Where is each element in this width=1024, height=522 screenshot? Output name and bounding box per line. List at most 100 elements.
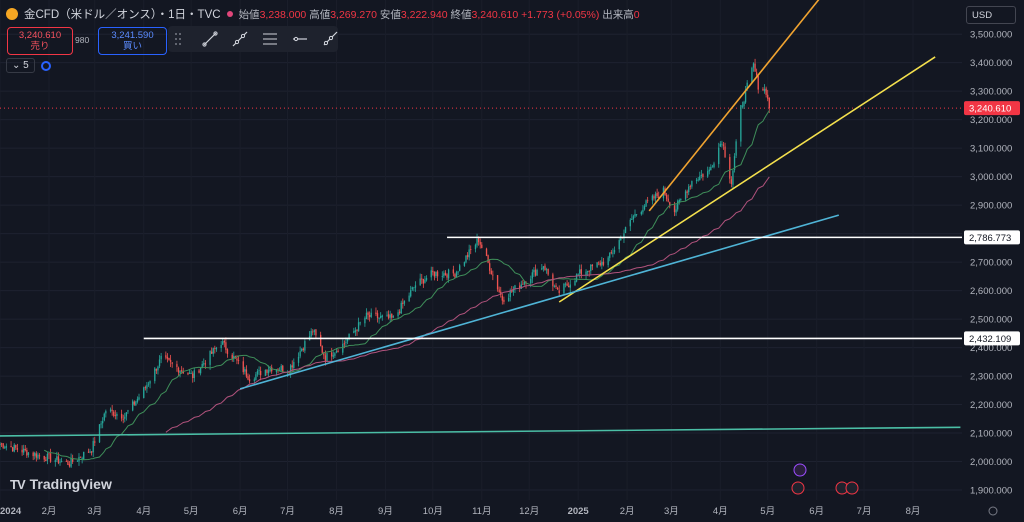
candle <box>536 268 538 276</box>
candle <box>680 198 682 202</box>
candle <box>752 62 755 72</box>
symbol-title[interactable]: 金CFD（米ドル／オンス）・1日・TVC <box>24 9 221 21</box>
candle <box>10 441 12 448</box>
level-price-tag-0-bg <box>964 230 1020 245</box>
price-tick-label: 1,900.000 <box>970 486 1012 497</box>
candle-body <box>618 240 620 250</box>
candle-body <box>111 409 113 411</box>
candle-body <box>534 269 537 276</box>
time-tick-label: 10月 <box>423 506 443 517</box>
extended-line-tool-icon[interactable] <box>232 31 248 47</box>
candle-body <box>436 271 439 277</box>
candle <box>102 417 104 429</box>
candle-body <box>179 370 181 374</box>
candle <box>248 374 251 384</box>
candle-body <box>160 355 162 360</box>
candle <box>547 268 549 276</box>
candle <box>624 226 627 234</box>
candle <box>367 311 369 320</box>
candle <box>512 286 515 296</box>
candle-body <box>511 290 513 292</box>
candle <box>71 454 74 464</box>
candle-body <box>653 196 655 199</box>
time-tick-label: 6月 <box>809 506 824 517</box>
candle-body <box>744 89 747 103</box>
candle-body <box>236 358 238 361</box>
candle <box>103 412 105 422</box>
candle <box>198 369 200 374</box>
sell-button[interactable]: 3,240.610 売り <box>7 27 73 55</box>
candle-body <box>479 241 481 245</box>
candle-body <box>278 369 281 371</box>
candle-body <box>477 238 480 243</box>
candle <box>699 171 701 181</box>
candle-body <box>149 381 151 384</box>
candle <box>414 281 417 292</box>
candle <box>413 287 415 292</box>
horizontal-ray-tool-icon[interactable] <box>292 31 308 47</box>
price-tick-label: 2,000.000 <box>970 457 1012 468</box>
candle-body <box>188 372 191 374</box>
candle-body <box>255 374 257 380</box>
candle <box>378 317 380 324</box>
candle <box>136 396 139 404</box>
ray-tool-icon[interactable] <box>322 31 338 47</box>
candle-body <box>301 349 303 352</box>
candle-body <box>588 270 590 272</box>
candle-body <box>171 362 173 364</box>
candle-body <box>192 373 194 379</box>
sync-icon[interactable] <box>40 60 51 71</box>
candle-body <box>59 461 61 463</box>
candle <box>596 262 598 269</box>
candle <box>492 270 494 281</box>
candle-body <box>212 348 214 354</box>
candle <box>387 310 390 320</box>
candle <box>368 311 371 322</box>
candle-body <box>57 456 60 464</box>
candle <box>424 275 426 284</box>
candle-body <box>259 370 262 376</box>
candle <box>555 283 557 289</box>
candle-body <box>676 201 679 210</box>
candle-body <box>2 443 4 448</box>
candle <box>188 369 191 374</box>
candle <box>719 141 721 147</box>
candle-body <box>620 237 622 241</box>
candle <box>264 369 267 376</box>
parallel-channel-tool-icon[interactable] <box>262 31 278 47</box>
candle-body <box>741 105 744 107</box>
candle-body <box>754 63 756 72</box>
candle-body <box>757 75 759 90</box>
candle-body <box>634 213 636 217</box>
candle-body <box>607 257 609 266</box>
candle-body <box>457 271 459 273</box>
drag-handle-icon[interactable] <box>174 31 188 47</box>
candle <box>364 316 366 327</box>
candle <box>735 139 737 158</box>
candle-body <box>470 249 472 250</box>
tradingview-logo[interactable]: TV TradingView <box>10 476 112 492</box>
candle <box>463 261 466 267</box>
candle-body <box>356 329 358 331</box>
candle-body <box>402 302 404 304</box>
candle <box>721 140 723 148</box>
candle <box>522 280 524 285</box>
indicator-toggle[interactable]: ⌄ 5 <box>6 58 35 73</box>
candle-body <box>719 143 721 147</box>
buy-button[interactable]: 3,241.590 買い <box>98 27 167 55</box>
candle-body <box>530 278 532 284</box>
price-tick-label: 2,700.000 <box>970 258 1012 269</box>
candle-body <box>419 278 421 286</box>
candle <box>389 310 391 323</box>
candle <box>114 410 116 420</box>
trend-line-tool-icon[interactable] <box>202 31 218 47</box>
candle-body <box>387 314 390 319</box>
candle-body <box>180 370 183 372</box>
candle-body <box>67 461 69 465</box>
current-price-tag-bg <box>964 101 1020 116</box>
candle-body <box>452 269 455 274</box>
currency-selector[interactable]: USD <box>966 6 1016 24</box>
candle <box>590 264 592 276</box>
candle <box>312 329 314 336</box>
